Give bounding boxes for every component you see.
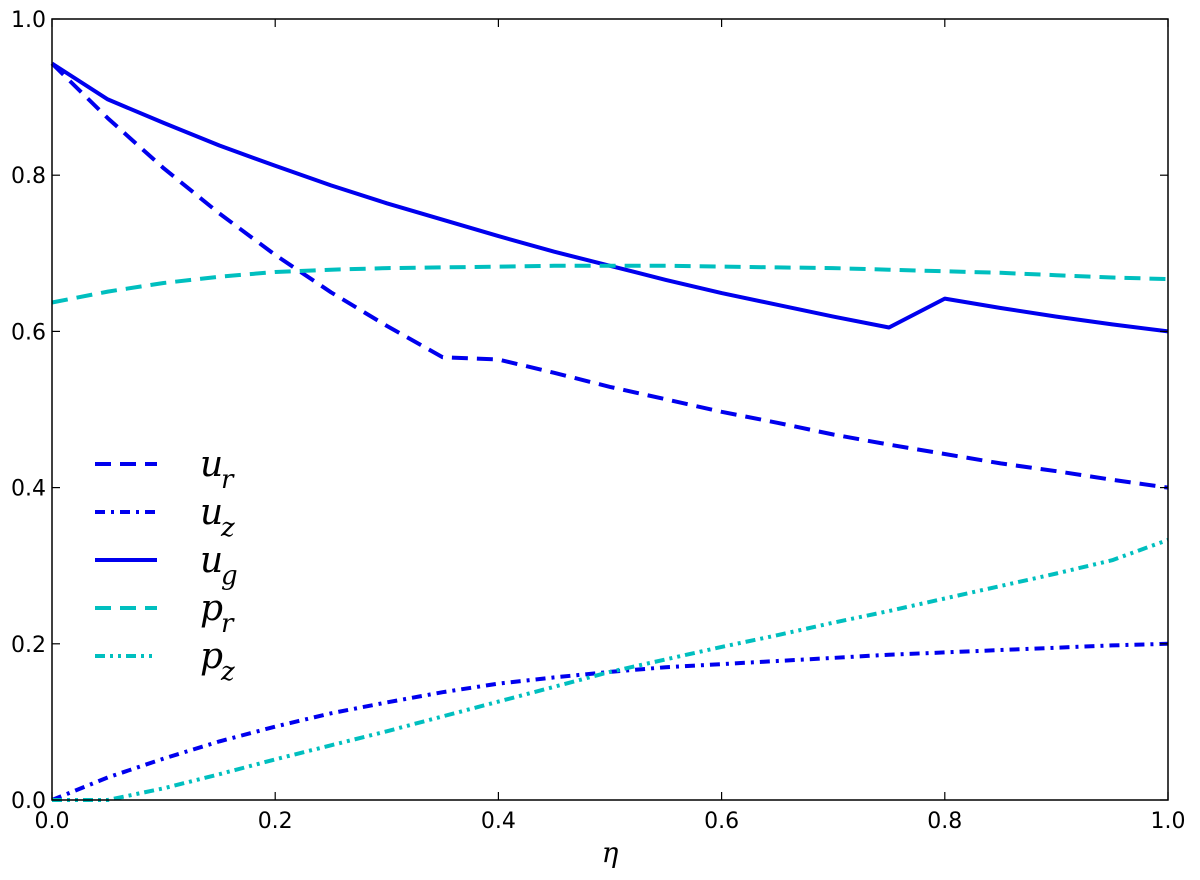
y-tick-label: 1.0: [11, 8, 46, 33]
legend-label-u-z: u: [200, 492, 223, 533]
y-tick-label: 0.2: [11, 633, 46, 658]
x-tick-label: 0.4: [481, 809, 516, 834]
legend-subscript-u-z: z: [220, 513, 235, 543]
legend-label-p-r: p: [200, 588, 223, 629]
series-line-p-z: [52, 538, 1169, 802]
x-tick-label: 0.8: [927, 809, 962, 834]
y-tick-label: 0.0: [11, 789, 46, 814]
x-tick-label: 0.2: [258, 809, 293, 834]
legend-subscript-p-z: z: [220, 657, 235, 687]
legend-subscript-p-r: r: [221, 609, 235, 639]
y-tick-label: 0.4: [11, 477, 46, 502]
legend-label-u-r: u: [200, 444, 223, 485]
y-tick-label: 0.6: [11, 320, 46, 345]
legend-label-u-g: u: [200, 540, 223, 581]
series-layer: [50, 61, 1169, 802]
legend-label-p-z: p: [200, 636, 223, 677]
legend-subscript-u-r: r: [221, 465, 235, 495]
series-line-p-r: [51, 263, 1169, 305]
x-tick-label: 0.6: [704, 809, 739, 834]
plot-frame: [51, 18, 1169, 801]
x-tick-label: 1.0: [1151, 809, 1186, 834]
x-axis-label: η: [602, 836, 619, 869]
x-tick-label: 0.0: [35, 809, 70, 834]
series-line-u-g: [50, 61, 1169, 334]
series-line-u-r: [50, 62, 1169, 490]
axes-layer: 0.0 0.2 0.4 0.6 0.8 1.0 0.0 0.2 0.4 0.6 0.8 1.0: [11, 8, 1186, 834]
y-tick-label: 0.8: [11, 164, 46, 189]
legend-subscript-u-g: g: [221, 561, 238, 591]
